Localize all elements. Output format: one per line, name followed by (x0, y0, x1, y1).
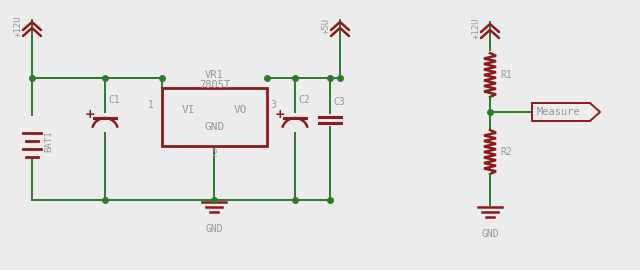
Text: +12U: +12U (472, 17, 481, 39)
Text: 7805T: 7805T (199, 80, 230, 90)
Text: BAT1: BAT1 (44, 130, 53, 152)
Text: +5U: +5U (322, 18, 331, 34)
Text: R1: R1 (500, 70, 512, 80)
Text: +: + (84, 107, 95, 120)
Text: +: + (275, 107, 285, 120)
Text: GND: GND (204, 122, 225, 133)
Text: VR1: VR1 (205, 70, 224, 80)
Text: VI: VI (182, 105, 195, 115)
Text: Measure: Measure (537, 107, 580, 117)
Text: R2: R2 (500, 147, 512, 157)
Text: 2: 2 (212, 149, 218, 159)
Text: VO: VO (234, 105, 248, 115)
Text: C1: C1 (108, 95, 120, 105)
Text: C2: C2 (298, 95, 310, 105)
Text: +12U: +12U (14, 15, 23, 37)
Text: C3: C3 (333, 97, 345, 107)
Text: 3: 3 (270, 100, 276, 110)
Text: 1: 1 (148, 100, 154, 110)
Text: GND: GND (205, 224, 223, 234)
Bar (162, 88, 267, 146)
Text: GND: GND (481, 229, 499, 239)
